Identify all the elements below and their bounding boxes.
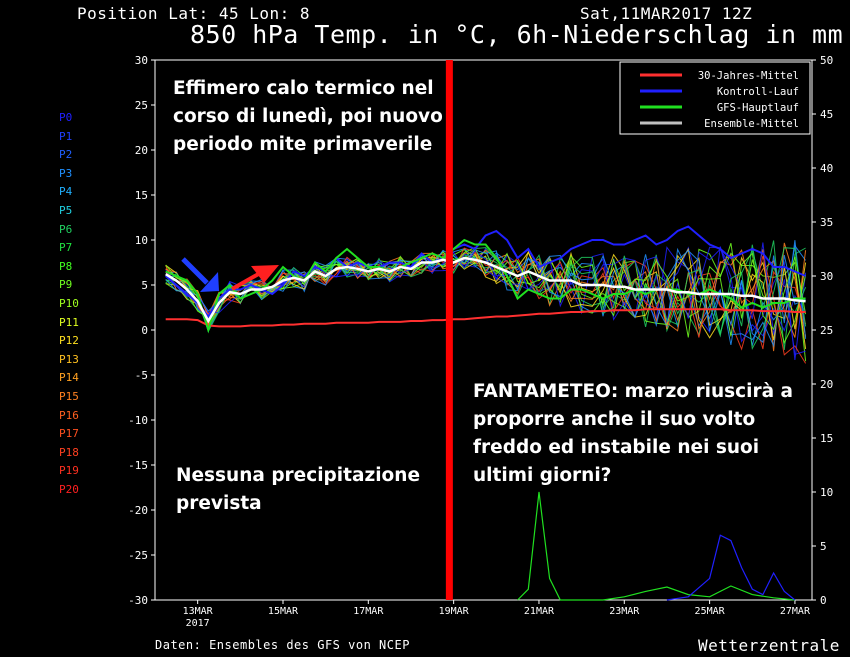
member-label: P17 [59,427,79,441]
precip-line [666,534,796,601]
y-left-tick-label: -30 [128,594,148,607]
y-right-tick-label: 5 [820,540,827,553]
member-label: P7 [59,241,73,255]
arrow-down-icon [181,257,209,285]
member-label: P9 [59,278,73,292]
series-line-ensemble-mittel [165,256,806,324]
chart-title: 850 hPa Temp. in °C, 6h-Niederschlag in … [190,20,844,49]
x-tick-label: 17MAR [353,606,384,617]
legend-label: 30-Jahres-Mittel [698,70,799,82]
member-label: P8 [59,259,73,273]
y-right-tick-label: 35 [820,216,833,229]
member-label: P14 [59,371,79,385]
y-right-tick-label: 50 [820,54,833,67]
annotation-bottom-left: Nessuna precipitazione prevista [176,465,420,514]
arrow-up-head-icon [251,265,279,283]
run-date-label: Sat,11MAR2017 12Z [580,4,753,23]
y-right-tick-label: 10 [820,486,833,499]
member-label: P1 [59,129,73,143]
y-right-tick-label: 45 [820,108,833,121]
member-label: P19 [59,464,79,478]
arrow-down-head-icon [200,272,219,292]
y-right-tick-label: 25 [820,324,833,337]
series-line-kontroll-lauf [165,225,806,319]
y-right-tick-label: 30 [820,270,833,283]
legend-label: Ensemble-Mittel [704,118,799,130]
brand-label: Wetterzentrale [698,636,840,655]
series-line-30-jahres-mittel [165,308,806,328]
today-marker-line [445,60,453,600]
y-left-tick-label: -20 [128,504,148,517]
legend-label: Kontroll-Lauf [717,86,799,98]
member-label: P0 [59,111,73,124]
member-label: P18 [59,445,79,459]
member-label: P11 [59,315,79,329]
legend-label: GFS-Hauptlauf [717,102,799,114]
member-label: P13 [59,352,79,366]
x-tick-label: 23MAR [609,606,640,617]
y-left-tick-label: 5 [141,279,148,292]
annotation-top-left: Effimero calo termico nel corso di luned… [173,78,443,155]
member-label: P10 [59,297,79,310]
member-label: P6 [59,222,73,236]
y-left-tick-label: -5 [135,369,148,382]
y-right-tick-label: 20 [820,378,833,391]
x-tick-label: 19MAR [439,606,470,617]
member-label: P12 [59,334,79,348]
x-tick-label: 27MAR [780,606,811,617]
y-left-tick-label: 30 [135,54,148,67]
member-label: P2 [59,148,73,162]
position-label: Position Lat: 45 Lon: 8 [77,4,311,23]
y-left-tick-label: -10 [128,414,148,427]
member-label: P5 [59,204,73,217]
y-right-tick-label: 15 [820,432,833,445]
member-label: P20 [59,483,79,496]
x-tick-label: 13MAR [183,606,214,617]
y-left-tick-label: 25 [135,99,148,112]
member-label: P15 [59,390,79,403]
arrow-up-icon [231,270,263,291]
member-label: P4 [59,185,73,199]
member-label: P16 [59,408,79,422]
x-tick-label: 25MAR [695,606,726,617]
y-left-tick-label: 20 [135,144,148,157]
y-left-tick-label: 15 [135,189,148,202]
y-left-tick-label: 0 [141,324,148,337]
y-right-tick-label: 0 [820,594,827,607]
x-tick-label: 21MAR [524,606,555,617]
x-tick-label: 15MAR [268,606,299,617]
x-tick-sublabel: 2017 [186,618,210,629]
y-left-tick-label: 10 [135,234,148,247]
precip-line [517,491,795,601]
y-right-tick-label: 40 [820,162,833,175]
y-left-tick-label: -15 [128,459,148,472]
annotation-bottom-right: FANTAMETEO: marzo riuscirà a proporre an… [473,381,793,486]
data-source-label: Daten: Ensembles des GFS von NCEP [155,638,410,652]
member-label: P3 [59,166,73,180]
y-left-tick-label: -25 [128,549,148,562]
